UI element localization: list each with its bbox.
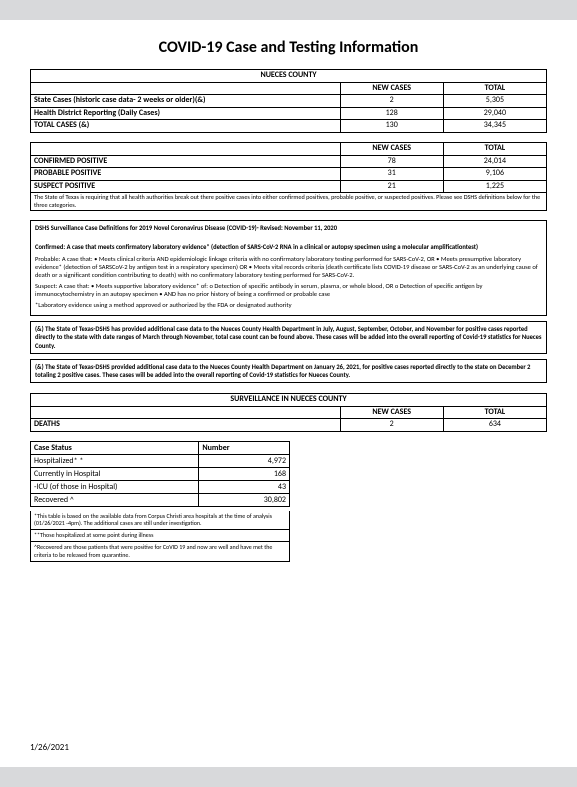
amp-note-box: (&) The State of Texas-DSHS has provided… [30,321,547,353]
case-status-h2: Number [199,441,290,454]
cs-label: -ICU (of those in Hospital) [31,480,199,493]
table-row: Health District Reporting (Daily Cases) … [31,107,547,120]
col-new-cases: NEW CASES [340,406,443,419]
col-new-cases: NEW CASES [340,142,443,155]
jan-note: (&) The State of Texas-DSHS provided add… [35,363,530,379]
row-new: 2 [340,95,443,108]
row-total: 24,014 [443,155,546,168]
table-row: State Cases (historic case data- 2 weeks… [31,95,547,108]
row-total: 1,225 [443,180,546,193]
positives-footnote: The State of Texas is requiring that all… [31,193,547,211]
table-row: CONFIRMED POSITIVE 78 24,014 [31,155,547,168]
county-header: NUECES COUNTY [31,70,547,83]
surveillance-header: SURVEILLANCE IN NUECES COUNTY [31,393,547,406]
cs-note1: *This table is based on the available da… [31,511,289,529]
def-suspect: Suspect: A case that: • Meets supportive… [35,282,482,298]
row-label: TOTAL CASES (&) [31,120,341,133]
cs-num: 43 [199,480,290,493]
deaths-label: DEATHS [31,419,341,432]
table-row: DEATHS 2 634 [31,419,547,432]
jan-note-box: (&) The State of Texas-DSHS provided add… [30,359,547,383]
page-title: COVID-19 Case and Testing Information [30,38,547,57]
row-new: 130 [340,120,443,133]
footer-date: 1/26/2021 [30,742,69,753]
row-total: 34,345 [443,120,546,133]
row-label: Health District Reporting (Daily Cases) [31,107,341,120]
case-status-h1: Case Status [31,441,199,454]
row-new: 21 [340,180,443,193]
def-confirmed: Confirmed: A case that meets confirmator… [35,243,478,251]
table-row: -ICU (of those in Hospital)43 [31,480,290,493]
cs-label: Currently in Hospital [31,467,199,480]
positives-table: NEW CASES TOTAL CONFIRMED POSITIVE 78 24… [30,142,547,211]
amp-note: (&) The State of Texas-DSHS has provided… [35,325,542,349]
definitions-box: DSHS Surveillance Case Definitions for 2… [30,220,547,316]
deaths-total: 634 [443,419,546,432]
table-row: Currently in Hospital168 [31,467,290,480]
surveillance-table: SURVEILLANCE IN NUECES COUNTY NEW CASES … [30,393,547,432]
row-total: 29,040 [443,107,546,120]
row-total: 5,305 [443,95,546,108]
cs-num: 30,802 [199,493,290,506]
def-lab-note: *Laboratory evidence using a method appr… [35,301,542,309]
row-new: 128 [340,107,443,120]
cs-note2: **Those hospitalized at some point durin… [31,529,289,541]
col-new-cases: NEW CASES [340,82,443,95]
row-new: 78 [340,155,443,168]
cs-num: 4,972 [199,454,290,467]
table-row: PROBABLE POSITIVE 31 9,106 [31,168,547,181]
row-label: SUSPECT POSITIVE [31,180,341,193]
cs-label: Recovered ^ [31,493,199,506]
table-row: TOTAL CASES (&) 130 34,345 [31,120,547,133]
def-probable: Probable: A case that: • Meets clinical … [35,255,538,279]
col-total: TOTAL [443,406,546,419]
cs-note3: ^Recovered are those patients that were … [31,541,289,560]
document-page: COVID-19 Case and Testing Information NU… [0,20,577,767]
definitions-heading: DSHS Surveillance Case Definitions for 2… [35,224,542,232]
cs-label: Hospitalized* * [31,454,199,467]
row-label: State Cases (historic case data- 2 weeks… [31,95,341,108]
row-label: CONFIRMED POSITIVE [31,155,341,168]
case-status-notes: *This table is based on the available da… [30,511,290,562]
table-row: Hospitalized* *4,972 [31,454,290,467]
row-total: 9,106 [443,168,546,181]
cs-num: 168 [199,467,290,480]
col-total: TOTAL [443,142,546,155]
cases-table: NUECES COUNTY NEW CASES TOTAL State Case… [30,69,547,133]
deaths-new: 2 [340,419,443,432]
table-row: Recovered ^30,802 [31,493,290,506]
row-label: PROBABLE POSITIVE [31,168,341,181]
row-new: 31 [340,168,443,181]
table-row: SUSPECT POSITIVE 21 1,225 [31,180,547,193]
col-total: TOTAL [443,82,546,95]
case-status-table: Case Status Number Hospitalized* *4,972 … [30,441,290,507]
